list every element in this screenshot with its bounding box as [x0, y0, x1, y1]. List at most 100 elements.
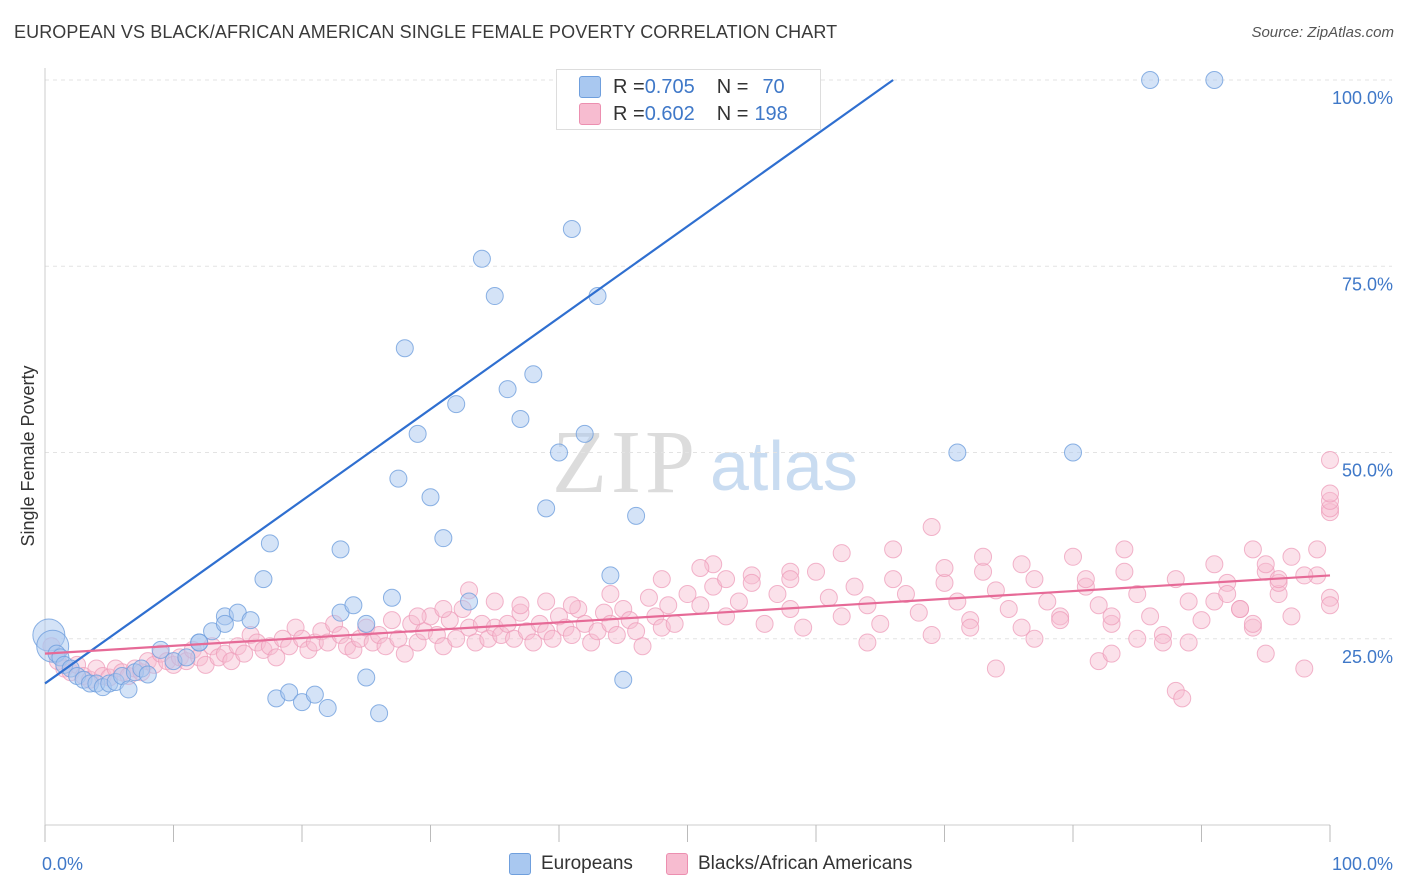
- blacks-point: [1243, 614, 1262, 633]
- blacks-point: [1166, 570, 1185, 589]
- europeans-point: [357, 668, 376, 687]
- blacks-trend-line: [44, 574, 1331, 655]
- blacks-point: [1051, 611, 1070, 630]
- blacks-point: [1128, 629, 1147, 648]
- europeans-point: [331, 540, 350, 559]
- blacks-point: [607, 626, 626, 645]
- blacks-point: [1153, 633, 1172, 652]
- watermark: ZIP atlas: [552, 413, 858, 512]
- blacks-point: [1128, 585, 1147, 604]
- legend-r-label: R =: [613, 75, 645, 98]
- blacks-point: [286, 618, 305, 637]
- blacks-point: [832, 607, 851, 626]
- blacks-point: [1141, 607, 1160, 626]
- blacks-point: [1218, 585, 1237, 604]
- europeans-point: [408, 424, 427, 443]
- legend-row-blacks: R = 0.602 N = 198: [579, 101, 788, 127]
- blacks-point: [485, 592, 504, 611]
- legend-n-label: N =: [716, 75, 749, 98]
- europeans-point: [389, 469, 408, 488]
- blacks-point: [1153, 626, 1172, 645]
- blacks-point: [974, 562, 993, 581]
- blacks-point: [389, 629, 408, 648]
- blacks-point: [1173, 689, 1192, 708]
- europeans-point: [254, 570, 273, 589]
- blacks-point: [819, 588, 838, 607]
- blacks-point: [884, 570, 903, 589]
- blacks-point: [742, 566, 761, 585]
- legend-n-label: N =: [716, 102, 749, 125]
- blacks-point: [1012, 618, 1031, 637]
- legend-swatch-blacks: [666, 853, 688, 875]
- europeans-point: [190, 633, 209, 652]
- europeans-point: [119, 680, 138, 699]
- legend-r-value: 0.602: [644, 102, 695, 125]
- legend-label-blacks: Blacks/African Americans: [698, 853, 913, 874]
- y-tick-labels: 25.0% 50.0% 75.0% 100.0%: [1332, 88, 1393, 667]
- blacks-point: [382, 611, 401, 630]
- y-tick-label: 75.0%: [1342, 274, 1393, 294]
- blacks-point: [1179, 633, 1198, 652]
- source-label: Source: ZipAtlas.com: [1251, 24, 1394, 41]
- blacks-point: [524, 633, 543, 652]
- blacks-point: [235, 644, 254, 663]
- blacks-point: [1089, 596, 1108, 615]
- y-tick-label: 50.0%: [1342, 461, 1393, 481]
- blacks-point: [1064, 547, 1082, 566]
- blacks-point: [1012, 555, 1031, 574]
- x-tick-label: 0.0%: [42, 854, 83, 874]
- blacks-point: [922, 518, 941, 536]
- legend-item-europeans[interactable]: Europeans: [509, 850, 633, 878]
- blacks-point: [1321, 491, 1339, 510]
- europeans-point: [537, 499, 556, 518]
- blacks-point: [299, 640, 318, 659]
- watermark-atlas: atlas: [710, 427, 858, 505]
- blacks-point: [794, 618, 813, 637]
- blacks-point: [627, 622, 646, 641]
- blacks-point: [1205, 555, 1224, 574]
- blacks-point: [1231, 599, 1250, 618]
- europeans-point: [485, 287, 504, 306]
- europeans-point: [1141, 71, 1160, 89]
- y-tick-label: 25.0%: [1342, 647, 1393, 667]
- blacks-point: [781, 570, 800, 589]
- blacks-point: [935, 558, 954, 577]
- europeans-point: [280, 683, 299, 702]
- europeans-point: [601, 566, 620, 585]
- blacks-point: [370, 626, 389, 645]
- blacks-point: [896, 585, 915, 604]
- blacks-point: [562, 596, 581, 615]
- blacks-point: [755, 614, 774, 633]
- axes: [44, 68, 1331, 842]
- correlation-legend: R = 0.705 N = 70 R = 0.602 N = 198: [556, 69, 821, 130]
- blacks-point: [742, 573, 761, 592]
- blacks-point: [1282, 607, 1301, 626]
- blacks-point: [511, 603, 530, 622]
- blacks-point: [781, 562, 800, 581]
- blacks-point: [550, 607, 568, 626]
- europeans-point: [1064, 443, 1082, 462]
- blacks-point: [807, 562, 825, 581]
- blacks-point: [1256, 644, 1275, 663]
- europeans-point: [498, 380, 517, 399]
- europeans-point: [318, 699, 337, 718]
- legend-r-value: 0.705: [644, 75, 695, 98]
- blacks-point: [434, 599, 453, 618]
- y-tick-label: 100.0%: [1332, 88, 1393, 108]
- legend-item-blacks[interactable]: Blacks/African Americans: [666, 850, 912, 878]
- x-tick-labels: 0.0% 100.0%: [42, 854, 1393, 874]
- blacks-point: [1308, 540, 1327, 559]
- blacks-point: [344, 640, 363, 659]
- blacks-point: [935, 573, 954, 592]
- legend-row-europeans: R = 0.705 N = 70: [579, 74, 785, 100]
- blacks-point: [395, 644, 414, 663]
- europeans-point: [575, 424, 594, 443]
- europeans-point: [550, 443, 568, 462]
- europeans-point: [511, 409, 530, 428]
- blacks-point: [691, 558, 710, 577]
- blacks-point: [620, 611, 639, 630]
- blacks-point: [1115, 540, 1134, 559]
- europeans-point: [395, 339, 414, 358]
- blacks-point: [832, 544, 851, 563]
- europeans-point: [177, 648, 196, 667]
